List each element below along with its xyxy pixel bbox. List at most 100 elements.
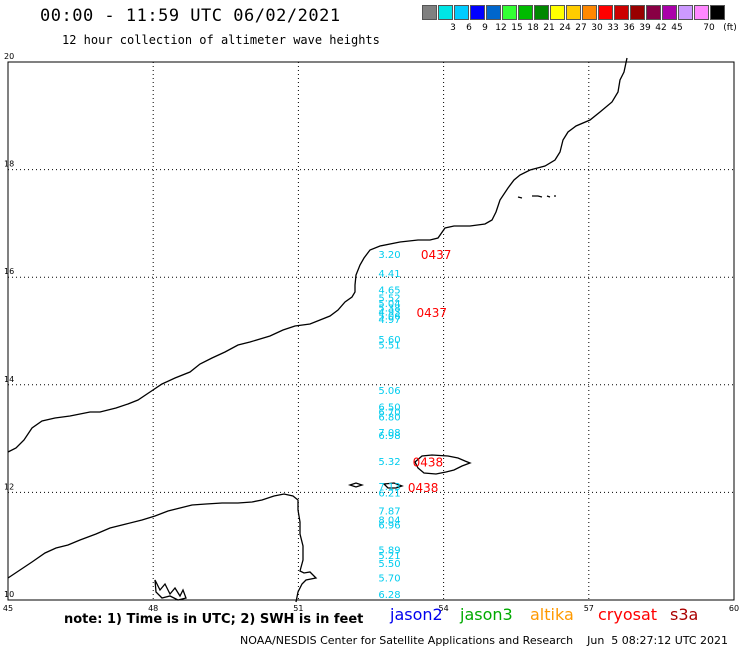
wave-height-value: 5.04 — [378, 299, 400, 310]
legend-bin-label: 21 — [543, 23, 555, 33]
legend-swatch — [566, 5, 581, 20]
lon-tick-label: 54 — [439, 604, 449, 613]
credit-line: NOAA/NESDIS Center for Satellite Applica… — [240, 634, 728, 647]
lat-tick-label: 16 — [4, 267, 14, 276]
lat-tick-label: 20 — [4, 52, 14, 61]
wave-height-observations: 3.204.414.655.525.045.384.935.064.975.60… — [378, 250, 400, 601]
wave-height-value: 6.28 — [378, 590, 400, 601]
arabian-coastline — [7, 57, 628, 453]
wave-height-value: 5.89 — [378, 545, 400, 556]
pass-time-label: 0438 — [413, 456, 444, 470]
wave-height-value: 3.20 — [378, 250, 400, 261]
wave-height-value: 5.60 — [378, 335, 400, 346]
wave-height-value: 6.80 — [378, 413, 400, 424]
lat-tick-label: 18 — [4, 160, 14, 169]
legend-swatch — [438, 5, 453, 20]
legend-swatch — [646, 5, 661, 20]
lon-tick-label: 48 — [148, 604, 158, 613]
legend-bin-label: 30 — [591, 23, 603, 33]
legend-bin-label: 45 — [671, 23, 683, 33]
satellite-jason2: jason2 — [390, 605, 443, 624]
legend-bin-label: 27 — [575, 23, 587, 33]
legend-bin-label: 24 — [559, 23, 571, 33]
lon-tick-label: 51 — [293, 604, 303, 613]
coastal-feature — [154, 579, 187, 601]
wave-height-value: 4.97 — [378, 315, 400, 326]
legend-swatch — [630, 5, 645, 20]
note-text: note: 1) Time is in UTC; 2) SWH is in fe… — [64, 612, 364, 627]
satellite-s3a: s3a — [670, 605, 699, 624]
wave-height-value: 4.41 — [378, 269, 400, 280]
wave-height-value: 7.87 — [378, 507, 400, 518]
wave-height-value: 5.32 — [378, 457, 400, 468]
pass-time-label: 0437 — [417, 306, 448, 320]
wave-height-value: 5.38 — [378, 303, 400, 314]
legend-bin-label: 33 — [607, 23, 619, 33]
legend-bin-label: 39 — [639, 23, 651, 33]
wave-height-value: 5.21 — [378, 551, 400, 562]
legend-bin-label: 42 — [655, 23, 667, 33]
legend-bin-label: 18 — [527, 23, 539, 33]
lat-tick-label: 14 — [4, 375, 14, 384]
wave-height-value: 5.51 — [378, 340, 400, 351]
legend-swatch — [550, 5, 565, 20]
wave-height-value: 5.06 — [378, 311, 400, 322]
legend-swatch — [454, 5, 469, 20]
legend-swatch — [502, 5, 517, 20]
legend-swatch — [486, 5, 501, 20]
wave-height-value: 5.06 — [378, 386, 400, 397]
legend-swatch — [662, 5, 677, 20]
legend-swatch — [710, 5, 725, 20]
legend-bin-label: 3 — [450, 23, 456, 33]
somali-coastline — [7, 493, 318, 603]
legend-bin-label: 6 — [466, 23, 472, 33]
legend-swatch — [678, 5, 693, 20]
abd-al-kuri-island — [382, 482, 404, 489]
satellite-altika: altika — [530, 605, 574, 624]
wave-height-value: 4.65 — [378, 286, 400, 297]
small-island — [347, 482, 365, 488]
pass-time-label: 0437 — [421, 248, 452, 262]
wave-height-value: 7.08 — [378, 428, 400, 439]
satellite-jason3: jason3 — [460, 605, 513, 624]
wave-height-value: 5.52 — [378, 294, 400, 305]
wave-height-value: 6.21 — [378, 488, 400, 499]
map-title: 00:00 - 11:59 UTC 06/02/2021 — [40, 6, 341, 26]
pass-time-labels: 0437 0437 0438 0438 — [408, 248, 452, 495]
legend-bin-label: 9 — [482, 23, 488, 33]
lon-tick-label: 57 — [584, 604, 594, 613]
map-subtitle: 12 hour collection of altimeter wave hei… — [62, 33, 380, 47]
wave-height-value: 5.50 — [378, 559, 400, 570]
wave-height-value: 4.93 — [378, 308, 400, 319]
legend-swatch — [614, 5, 629, 20]
wave-height-value: 6.50 — [378, 402, 400, 413]
legend-bin-label: 36 — [623, 23, 635, 33]
legend-swatch — [694, 5, 709, 20]
wave-height-value: 6.96 — [378, 521, 400, 532]
map-frame — [7, 61, 735, 601]
socotra-island — [414, 454, 472, 475]
lat-tick-label: 10 — [4, 590, 14, 599]
coastline — [7, 57, 628, 603]
legend-bin-label: 12 — [495, 23, 507, 33]
wave-height-value: 6.70 — [378, 408, 400, 419]
wave-height-value: 8.04 — [378, 515, 400, 526]
pass-time-label: 0438 — [408, 481, 439, 495]
lon-tick-label: 45 — [3, 604, 13, 613]
satellite-cryosat: cryosat — [598, 605, 658, 624]
legend-bin-label: 15 — [511, 23, 523, 33]
legend-swatch — [534, 5, 549, 20]
legend-swatch — [598, 5, 613, 20]
lat-tick-label: 12 — [4, 482, 14, 491]
wave-height-value: 5.70 — [378, 573, 400, 584]
wave-height-value: 6.98 — [378, 431, 400, 442]
legend-unit-label: (ft) — [723, 23, 737, 33]
legend-swatch — [470, 5, 485, 20]
lon-tick-label: 60 — [729, 604, 739, 613]
legend-swatch — [582, 5, 597, 20]
lat-lon-grid: 45 48 51 54 57 60 10 12 14 16 18 20 — [3, 52, 739, 613]
legend-swatch — [518, 5, 533, 20]
kuria-muria-islands — [517, 195, 556, 199]
